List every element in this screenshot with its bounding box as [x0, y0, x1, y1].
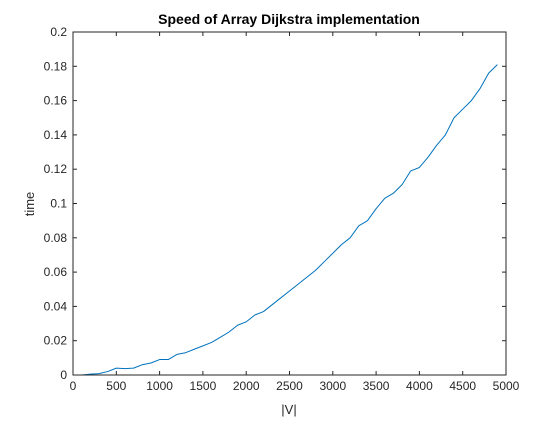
x-axis-ticks: 0 500 1000 1500 2000 2500 3000 3500 4000 4500 5000	[70, 32, 520, 393]
x-tick-label: 2500	[276, 379, 303, 393]
y-tick-label: 0.12	[44, 162, 68, 176]
x-tick-label: 3500	[363, 379, 390, 393]
x-tick-label: 0	[70, 379, 77, 393]
x-tick-label: 1500	[190, 379, 217, 393]
y-axis-label: time	[22, 192, 37, 217]
y-tick-label: 0.02	[44, 334, 68, 348]
plot-area	[73, 32, 506, 375]
x-tick-label: 500	[106, 379, 126, 393]
y-axis-ticks: 0 0.02 0.04 0.06 0.08 0.1 0.12 0.14 0.16 0.18 0.2	[44, 25, 506, 382]
y-tick-label: 0.2	[50, 25, 67, 39]
x-axis-label: |V|	[281, 402, 296, 417]
y-tick-label: 0.18	[44, 59, 68, 73]
y-tick-label: 0.14	[44, 128, 68, 142]
x-tick-label: 4500	[449, 379, 476, 393]
y-tick-label: 0.16	[44, 94, 68, 108]
y-tick-label: 0.04	[44, 299, 68, 313]
series-layer	[73, 64, 498, 376]
y-tick-label: 0.1	[50, 197, 67, 211]
x-tick-label: 5000	[493, 379, 520, 393]
y-tick-label: 0	[60, 368, 67, 382]
x-tick-label: 4000	[406, 379, 433, 393]
x-tick-label: 3000	[319, 379, 346, 393]
y-tick-label: 0.06	[44, 265, 68, 279]
plot-background	[73, 32, 506, 375]
y-tick-label: 0.08	[44, 231, 68, 245]
x-tick-label: 2000	[233, 379, 260, 393]
x-tick-label: 1000	[146, 379, 173, 393]
chart-title: Speed of Array Dijkstra implementation	[158, 11, 420, 27]
series-line-0	[73, 64, 498, 376]
